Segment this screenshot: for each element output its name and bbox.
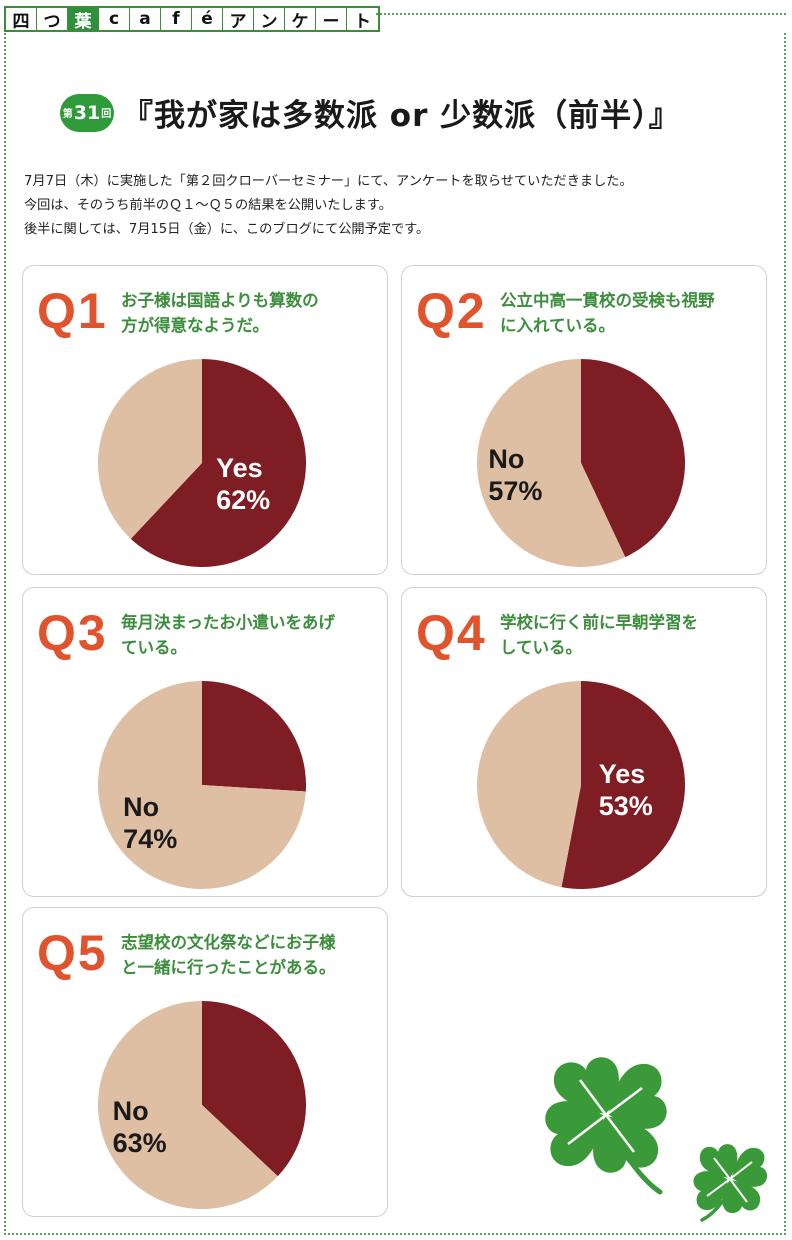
- question-number: Q4: [416, 605, 487, 661]
- pie-label-name: No: [488, 444, 525, 475]
- pie-label-percent: 74%: [123, 824, 178, 855]
- pie-label: No 74%: [123, 791, 177, 855]
- pie-slice-no: [477, 681, 581, 888]
- page-frame: [4, 33, 786, 1235]
- title-row: 第 31 回 『我が家は多数派 or 少数派（前半）』: [60, 90, 760, 135]
- intro-line: 後半に関しては、7月15日（金）に、このブログにて公開予定です。: [24, 222, 430, 237]
- pie-label-name: No: [112, 1096, 149, 1127]
- logo-char: c: [99, 8, 130, 30]
- pie-chart: [98, 681, 306, 889]
- logo-char: f: [161, 8, 192, 30]
- pie-slice-yes: [561, 681, 686, 889]
- question-text-line: お子様は国語よりも算数の: [121, 291, 319, 310]
- logo-char: ト: [354, 11, 371, 32]
- intro-text: 7月7日（木）に実施した「第２回クローバーセミナー」にて、アンケートを取らせてい…: [24, 170, 764, 242]
- question-text-line: 志望校の文化祭などにお子様: [121, 933, 336, 952]
- pie-slice-yes: [581, 359, 685, 558]
- logo-char: つ: [37, 8, 68, 32]
- logo-char: ー: [316, 8, 347, 32]
- pie-label-percent: 63%: [112, 1128, 167, 1159]
- issue-badge-number: 31: [73, 101, 101, 124]
- pie-label: Yes 62%: [216, 452, 270, 516]
- question-card-q3: Q3 毎月決まったお小遣いをあげ ている。 No 74%: [22, 587, 388, 897]
- logo-char: é: [192, 8, 223, 30]
- pie-slice-no: [98, 681, 306, 889]
- question-number: Q5: [37, 925, 108, 981]
- pie-slice-yes: [130, 359, 306, 567]
- pie-label: No 63%: [113, 1095, 167, 1159]
- pie-slice-yes: [202, 681, 306, 792]
- pie-label: No 57%: [488, 443, 542, 507]
- page-title: 『我が家は多数派 or 少数派（前半）』: [122, 98, 681, 134]
- pie-slice-no: [98, 1001, 278, 1209]
- question-text-line: 毎月決まったお小遣いをあげ: [121, 613, 335, 632]
- header-divider: [376, 13, 786, 15]
- pie-label: Yes 53%: [599, 758, 653, 822]
- question-text: 毎月決まったお小遣いをあげ ている。: [121, 610, 371, 660]
- pie-chart: [477, 359, 685, 567]
- clover-small-icon: [693, 1144, 768, 1222]
- question-number: Q3: [37, 605, 108, 661]
- pie-slice-no: [477, 359, 626, 567]
- pie-label-percent: 53%: [598, 791, 653, 822]
- issue-badge-prefix: 第: [62, 109, 73, 120]
- logo-char: ケ: [285, 8, 316, 32]
- pie-label-percent: 57%: [488, 476, 543, 507]
- question-text: 公立中高一貫校の受検も視野 に入れている。: [500, 288, 750, 338]
- issue-badge: 第 31 回: [60, 93, 114, 132]
- question-card-q5: Q5 志望校の文化祭などにお子様 と一緒に行ったことがある。 No 63%: [22, 907, 388, 1217]
- clover-large-icon: [545, 1057, 667, 1195]
- question-number: Q2: [416, 283, 487, 339]
- question-text-line: と一緒に行ったことがある。: [121, 958, 336, 977]
- pie-label-name: No: [123, 792, 160, 823]
- pie-slice-no: [97, 359, 202, 539]
- question-text: お子様は国語よりも算数の 方が得意なようだ。: [121, 288, 371, 338]
- logo-char: ン: [254, 8, 285, 32]
- pie-chart: [98, 1001, 306, 1209]
- question-text-line: 学校に行く前に早朝学習を: [500, 613, 698, 632]
- question-card-q1: Q1 お子様は国語よりも算数の 方が得意なようだ。 Yes 62%: [22, 265, 388, 575]
- question-number: Q1: [37, 283, 108, 339]
- question-text-line: 公立中高一貫校の受検も視野: [500, 291, 715, 310]
- question-text: 志望校の文化祭などにお子様 と一緒に行ったことがある。: [121, 930, 371, 980]
- pie-slice-yes: [202, 1001, 306, 1177]
- question-text: 学校に行く前に早朝学習を している。: [500, 610, 750, 660]
- question-text-line: 方が得意なようだ。: [121, 316, 270, 335]
- logo-char: ア: [223, 8, 254, 32]
- logo-char: 葉: [68, 8, 99, 32]
- logo-char: 四: [6, 8, 37, 32]
- question-card-q4: Q4 学校に行く前に早朝学習を している。 Yes 53%: [401, 587, 767, 897]
- pie-label-name: Yes: [216, 452, 263, 483]
- intro-line: 今回は、そのうち前半のＱ１～Ｑ５の結果を公開いたします。: [24, 198, 392, 213]
- pie-chart: [97, 359, 306, 567]
- pie-label-percent: 62%: [216, 484, 271, 515]
- question-card-q2: Q2 公立中高一貫校の受検も視野 に入れている。 No 57%: [401, 265, 767, 575]
- question-text-line: に入れている。: [500, 316, 616, 335]
- pie-label-name: Yes: [598, 759, 646, 790]
- intro-line: 7月7日（木）に実施した「第２回クローバーセミナー」にて、アンケートを取らせてい…: [24, 174, 633, 189]
- question-text-line: ている。: [121, 638, 187, 657]
- issue-badge-suffix: 回: [101, 109, 112, 120]
- logo-char: a: [130, 8, 161, 30]
- question-text-line: している。: [500, 638, 583, 657]
- pie-chart: [477, 681, 686, 889]
